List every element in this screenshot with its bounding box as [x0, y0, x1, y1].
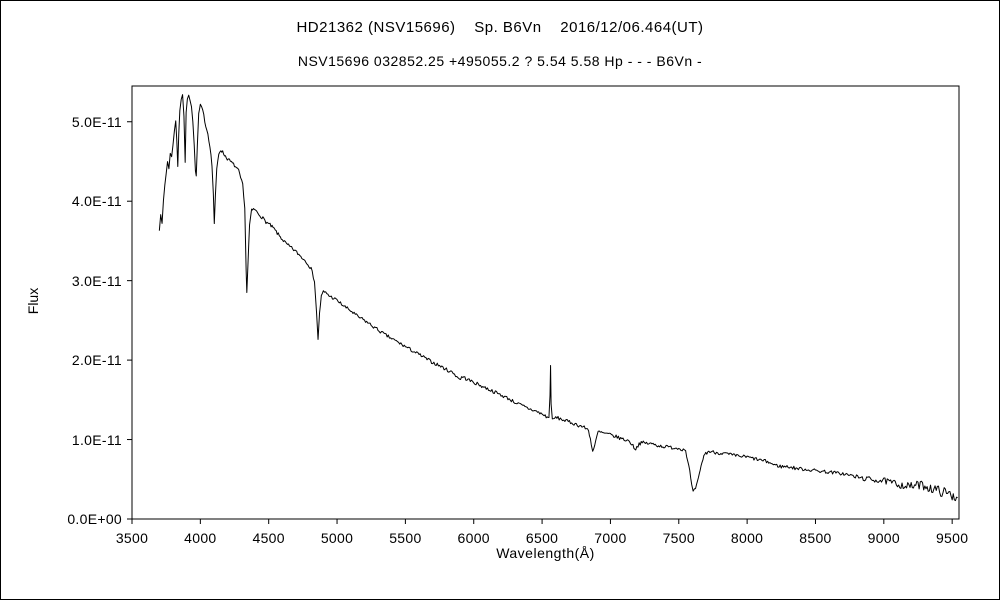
spectrum-line	[158, 94, 958, 502]
x-tick-label: 8000	[730, 530, 764, 546]
x-tick-label: 9500	[935, 530, 969, 546]
y-tick-label: 0.0E+00	[67, 511, 122, 527]
x-tick-label: 6000	[457, 530, 490, 546]
x-tick-label: 3500	[115, 530, 149, 546]
x-tick-label: 5000	[320, 530, 354, 546]
x-tick-label: 6500	[525, 530, 559, 546]
chart-title: HD21362 (NSV15696) Sp. B6Vn 2016/12/06.4…	[296, 19, 704, 36]
y-tick-label: 4.0E-11	[71, 193, 122, 210]
x-tick-label: 8500	[799, 530, 832, 546]
x-tick-label: 7000	[594, 530, 627, 546]
y-tick-label: 1.0E-11	[71, 431, 122, 448]
chart-subtitle: NSV15696 032852.25 +495055.2 ? 5.54 5.58…	[297, 53, 703, 69]
x-tick-label: 4000	[184, 530, 217, 546]
plot-frame	[131, 85, 960, 520]
x-tick-label: 5500	[389, 530, 422, 546]
y-tick-label: 2.0E-11	[71, 352, 122, 369]
x-tick-label: 7500	[662, 530, 695, 546]
x-tick-label: 9000	[867, 530, 900, 546]
y-tick-label: 5.0E-11	[71, 113, 122, 130]
y-tick-label: 3.0E-11	[71, 272, 122, 289]
x-axis-label: Wavelength(Å)	[496, 545, 595, 561]
x-tick-label: 4500	[252, 530, 285, 546]
